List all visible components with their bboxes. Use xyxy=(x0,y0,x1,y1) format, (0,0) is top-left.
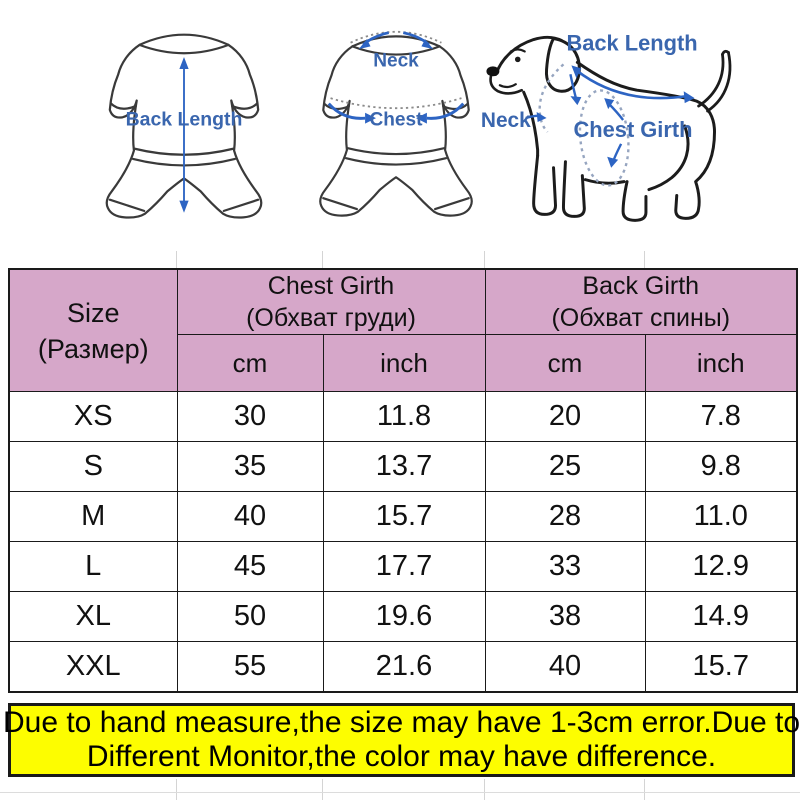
garment-outline xyxy=(319,35,473,217)
neck-arrows xyxy=(358,31,434,50)
size-header-cell: Size (Размер) xyxy=(8,268,178,392)
dog-neck-label: Neck xyxy=(481,109,531,132)
back-girth-header-line2: (Обхват спины) xyxy=(551,304,731,332)
chest-girth-header-line1: Chest Girth xyxy=(267,272,395,300)
table-row: XS 30 11.8 20 7.8 xyxy=(8,391,798,442)
size-cell: M xyxy=(8,491,178,542)
unit-cell-chest-cm: cm xyxy=(176,334,324,392)
back-inch-cell: 7.8 xyxy=(644,391,798,442)
back-girth-header-cell: Back Girth (Обхват спины) xyxy=(484,268,798,335)
back-cm-cell: 40 xyxy=(484,641,646,693)
chest-cm-cell: 55 xyxy=(176,641,324,693)
size-table: Size (Размер) Chest Girth (Обхват груди)… xyxy=(8,268,798,693)
size-header-line1: Size xyxy=(66,297,120,328)
neck-label: Neck xyxy=(373,50,419,71)
gridline xyxy=(644,251,645,268)
measure-dashed-lines xyxy=(538,63,630,187)
chest-girth-annotation: Chest Girth xyxy=(574,98,693,168)
back-length-annotation: Back Length xyxy=(566,30,698,106)
dog-chest-girth-label: Chest Girth xyxy=(574,117,693,142)
chest-inch-cell: 15.7 xyxy=(322,491,486,542)
back-cm-cell: 20 xyxy=(484,391,646,442)
back-cm-cell: 38 xyxy=(484,591,646,642)
back-inch-cell: 15.7 xyxy=(644,641,798,693)
gridline xyxy=(176,251,177,268)
table-row: M 40 15.7 28 11.0 xyxy=(8,491,798,542)
chest-label: Chest xyxy=(369,109,423,130)
gridline xyxy=(644,779,645,800)
notice-line2: Different Monitor,the color may have dif… xyxy=(86,740,717,773)
chest-inch-cell: 19.6 xyxy=(322,591,486,642)
chest-cm-cell: 50 xyxy=(176,591,324,642)
garment-neck-chest-diagram: Neck Chest xyxy=(319,30,473,217)
chest-arrows xyxy=(327,102,465,124)
chest-inch-cell: 11.8 xyxy=(322,391,486,442)
gridline xyxy=(484,779,485,800)
chest-cm-cell: 35 xyxy=(176,441,324,492)
gridline xyxy=(0,792,800,793)
gridline xyxy=(176,779,177,800)
chest-girth-header-cell: Chest Girth (Обхват груди) xyxy=(176,268,486,335)
chest-inch-cell: 17.7 xyxy=(322,541,486,592)
back-cm-cell: 33 xyxy=(484,541,646,592)
neck-annotation: Neck xyxy=(481,109,547,132)
back-inch-cell: 14.9 xyxy=(644,591,798,642)
gridline xyxy=(484,251,485,268)
size-cell: L xyxy=(8,541,178,592)
dog-nose xyxy=(486,66,500,77)
chest-inch-cell: 21.6 xyxy=(322,641,486,693)
back-length-arrow xyxy=(179,56,189,213)
garment-back-length-diagram: Back Length xyxy=(105,33,263,219)
back-length-label: Back Length xyxy=(126,109,243,131)
unit-cell-back-inch: inch xyxy=(644,334,798,392)
back-inch-cell: 11.0 xyxy=(644,491,798,542)
size-cell: XS xyxy=(8,391,178,442)
chest-cm-cell: 30 xyxy=(176,391,324,442)
gridline xyxy=(322,779,323,800)
gridline xyxy=(322,251,323,268)
dog-eye xyxy=(514,56,521,63)
unit-cell-chest-inch: inch xyxy=(322,334,486,392)
chest-cm-cell: 45 xyxy=(176,541,324,592)
size-cell: S xyxy=(8,441,178,492)
table-row: XL 50 19.6 38 14.9 xyxy=(8,591,798,642)
header-row-groups: Size (Размер) Chest Girth (Обхват груди)… xyxy=(8,268,798,392)
dog-measurement-diagram: Back Length Neck Chest Girth xyxy=(481,30,732,222)
unit-cell-back-cm: cm xyxy=(484,334,646,392)
notice-line1: Due to hand measure,the size may have 1-… xyxy=(2,706,800,739)
back-inch-cell: 12.9 xyxy=(644,541,798,592)
size-header-line2: (Размер) xyxy=(37,333,149,364)
table-row: S 35 13.7 25 9.8 xyxy=(8,441,798,492)
table-row: L 45 17.7 33 12.9 xyxy=(8,541,798,592)
back-girth-header-line1: Back Girth xyxy=(582,272,700,300)
chest-cm-cell: 40 xyxy=(176,491,324,542)
size-cell: XXL xyxy=(8,641,178,693)
table-row: XXL 55 21.6 40 15.7 xyxy=(8,641,798,693)
measure-dotted-lines xyxy=(330,30,462,110)
back-cm-cell: 25 xyxy=(484,441,646,492)
size-cell: XL xyxy=(8,591,178,642)
back-inch-cell: 9.8 xyxy=(644,441,798,492)
measurement-notice-banner: Due to hand measure,the size may have 1-… xyxy=(3,703,800,777)
back-cm-cell: 28 xyxy=(484,491,646,542)
chest-girth-header-line2: (Обхват груди) xyxy=(246,304,416,332)
chest-inch-cell: 13.7 xyxy=(322,441,486,492)
dog-back-length-label: Back Length xyxy=(566,30,697,55)
